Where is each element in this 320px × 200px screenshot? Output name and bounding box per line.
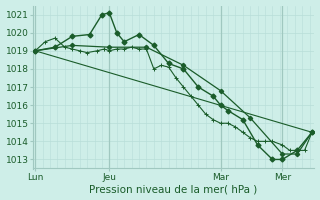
X-axis label: Pression niveau de la mer( hPa ): Pression niveau de la mer( hPa ) [90, 184, 258, 194]
